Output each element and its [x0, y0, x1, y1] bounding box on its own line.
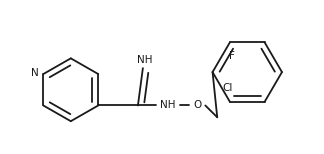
Text: F: F — [229, 51, 235, 61]
Text: N: N — [30, 68, 38, 78]
Text: O: O — [193, 100, 202, 110]
Text: NH: NH — [160, 100, 175, 110]
Text: NH: NH — [137, 55, 153, 65]
Text: Cl: Cl — [223, 83, 233, 93]
